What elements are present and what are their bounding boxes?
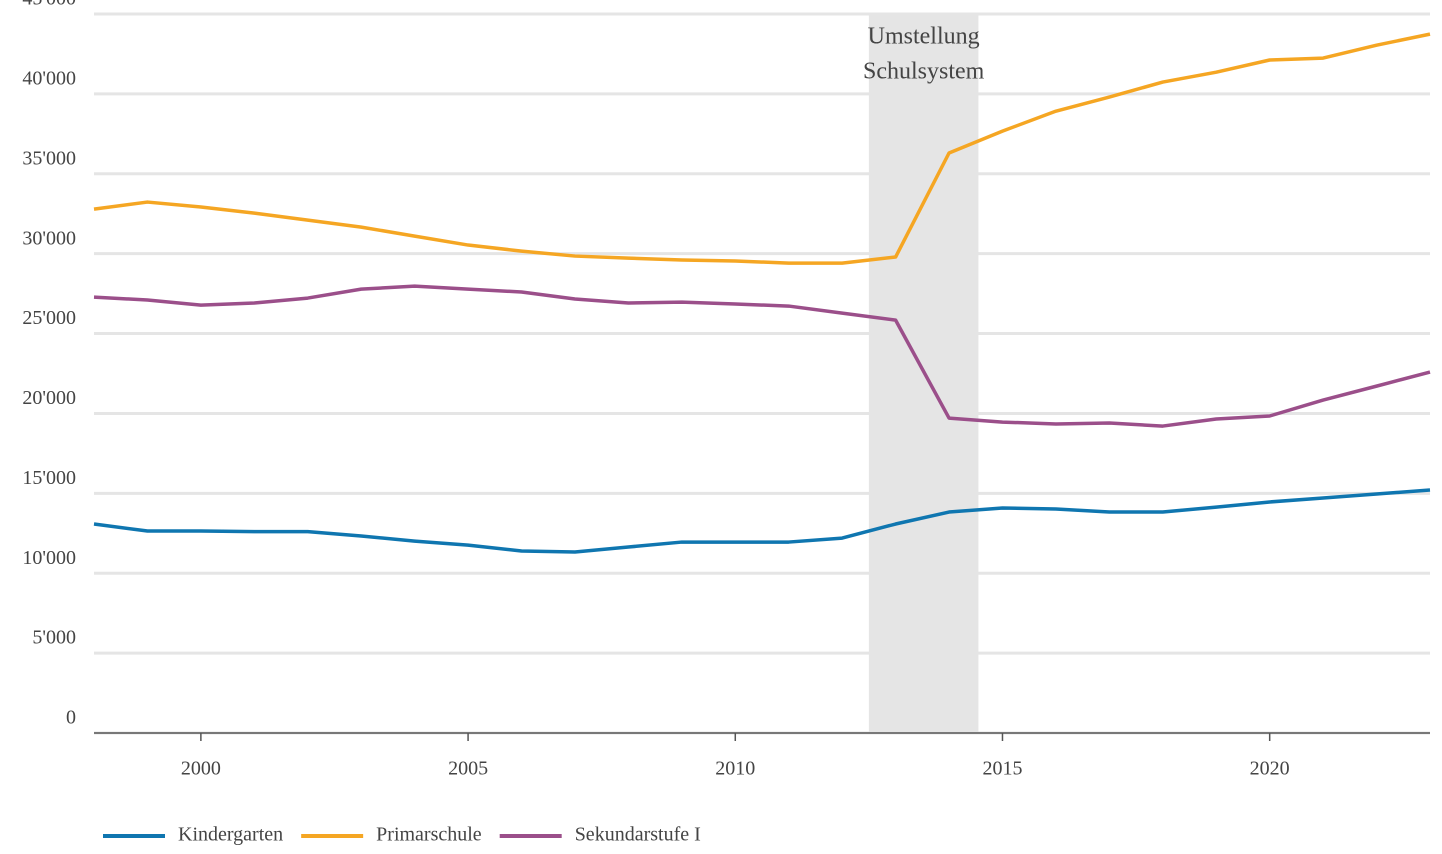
series-line [93,488,1431,554]
y-tick-label: 10'000 [22,547,76,569]
legend-label: Primarschule [376,824,482,846]
x-tick-label: 2000 [181,758,221,780]
y-tick-label: 35'000 [22,147,76,169]
series-line [93,284,1431,428]
y-tick-label: 40'000 [22,67,76,89]
x-tick-label: 2020 [1250,758,1290,780]
y-tick-label: 0 [66,707,76,729]
annotation-text: Schulsystem [863,59,985,85]
y-tick-label: 5'000 [32,627,76,649]
y-tick-label: 25'000 [22,307,76,329]
annotation-text: Umstellung [868,24,980,50]
legend-label: Kindergarten [178,824,283,846]
x-tick-label: 2005 [448,758,488,780]
y-tick-label: 45'000 [22,0,76,10]
x-tick-label: 2010 [715,758,755,780]
y-tick-label: 15'000 [22,467,76,489]
legend-label: Sekundarstufe I [575,824,701,846]
series-line [93,32,1431,265]
y-tick-label: 30'000 [22,227,76,249]
y-tick-label: 20'000 [22,387,76,409]
x-tick-label: 2015 [982,758,1022,780]
